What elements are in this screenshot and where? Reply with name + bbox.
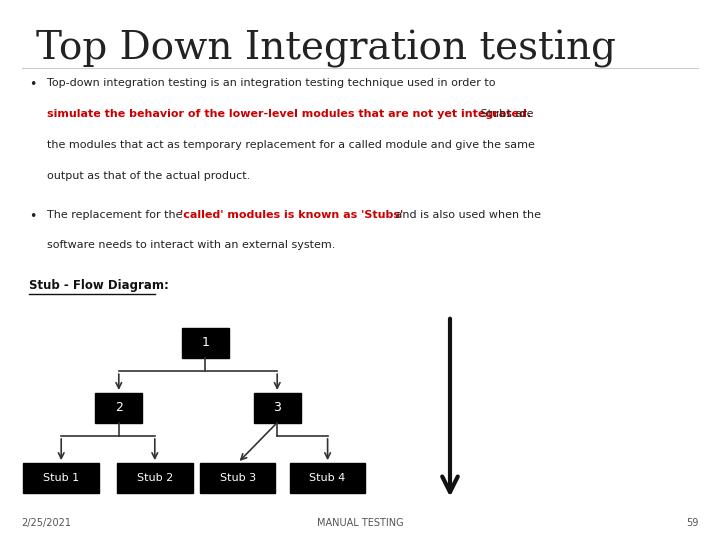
Text: output as that of the actual product.: output as that of the actual product.: [47, 171, 250, 181]
Text: Stub 3: Stub 3: [220, 473, 256, 483]
Text: the modules that act as temporary replacement for a called module and give the s: the modules that act as temporary replac…: [47, 140, 535, 150]
Text: MANUAL TESTING: MANUAL TESTING: [317, 518, 403, 528]
Text: Stub - Flow Diagram:: Stub - Flow Diagram:: [29, 279, 168, 292]
Text: and is also used when the: and is also used when the: [392, 210, 541, 220]
FancyBboxPatch shape: [117, 463, 193, 492]
FancyBboxPatch shape: [24, 463, 99, 492]
Text: 2: 2: [115, 401, 122, 414]
Text: Top Down Integration testing: Top Down Integration testing: [36, 30, 616, 68]
Text: •: •: [29, 210, 36, 222]
Text: •: •: [29, 78, 36, 91]
Text: Stub 4: Stub 4: [310, 473, 346, 483]
Text: 'called' modules is known as 'Stubs': 'called' modules is known as 'Stubs': [180, 210, 403, 220]
Text: simulate the behavior of the lower-level modules that are not yet integrated.: simulate the behavior of the lower-level…: [47, 109, 531, 119]
Text: Stub 2: Stub 2: [137, 473, 173, 483]
Text: 3: 3: [274, 401, 281, 414]
FancyBboxPatch shape: [181, 328, 228, 358]
Text: Stubs are: Stubs are: [477, 109, 534, 119]
FancyBboxPatch shape: [200, 463, 275, 492]
Text: 2/25/2021: 2/25/2021: [22, 518, 71, 528]
FancyBboxPatch shape: [289, 463, 366, 492]
Text: The replacement for the: The replacement for the: [47, 210, 186, 220]
Text: software needs to interact with an external system.: software needs to interact with an exter…: [47, 240, 336, 251]
Text: Stub 1: Stub 1: [43, 473, 79, 483]
FancyBboxPatch shape: [95, 393, 143, 422]
Text: 59: 59: [686, 518, 698, 528]
Text: Top-down integration testing is an integration testing technique used in order t: Top-down integration testing is an integ…: [47, 78, 495, 89]
Text: 1: 1: [202, 336, 209, 349]
FancyBboxPatch shape: [254, 393, 301, 422]
